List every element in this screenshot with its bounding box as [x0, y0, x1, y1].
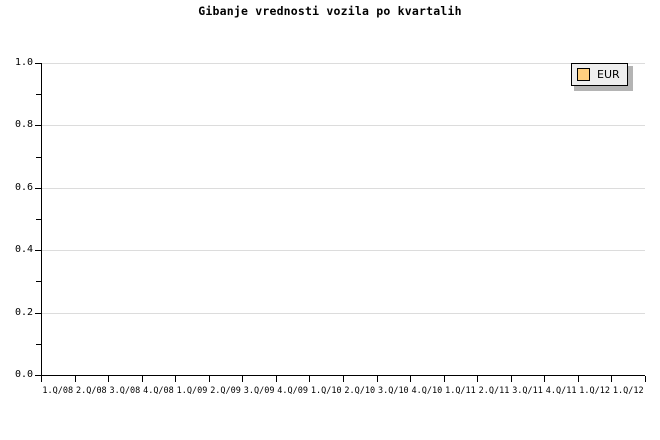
x-axis-tick-label: 4.Q/10	[411, 386, 443, 396]
x-axis-tick	[611, 376, 612, 382]
x-axis-tick-label: 3.Q/08	[109, 386, 141, 396]
x-axis-tick-label: 4.Q/08	[143, 386, 174, 396]
gridline	[41, 250, 645, 252]
gridline	[41, 63, 645, 64]
x-axis-tick	[410, 376, 411, 382]
x-axis-tick-label: 2.Q/11	[478, 386, 510, 396]
x-axis-tick-label: 2.Q/08	[75, 386, 107, 396]
y-axis-tick	[35, 187, 41, 189]
x-axis-tick-label: 1.Q/11	[445, 386, 476, 396]
y-axis-tick-label: 0.2	[14, 306, 33, 318]
y-axis-minor-tick	[36, 281, 41, 283]
x-axis-tick-label: 1.Q/09	[176, 386, 208, 396]
legend-label-eur: EUR	[597, 68, 620, 81]
y-axis-tick	[35, 63, 41, 64]
x-axis-tick-label: 3.Q/10	[377, 386, 409, 396]
x-axis-tick	[108, 376, 109, 382]
x-axis-tick	[377, 376, 378, 382]
y-axis-tick-label: 1.0	[14, 57, 33, 68]
x-axis-tick	[477, 376, 478, 382]
x-axis-tick	[309, 376, 310, 382]
x-axis-tick-label: 2.Q/10	[344, 386, 376, 396]
chart-legend[interactable]: EUR	[571, 63, 628, 86]
x-axis-tick	[175, 376, 176, 382]
x-axis-tick	[544, 376, 545, 382]
y-axis-tick	[35, 375, 41, 376]
y-axis-minor-tick	[36, 94, 41, 96]
x-axis-tick-label: 2.Q/09	[210, 386, 241, 396]
y-axis-minor-tick	[36, 219, 41, 220]
gridline	[41, 187, 645, 189]
x-axis-tick	[343, 376, 344, 382]
x-axis-tick-label: 1.Q/12	[579, 386, 611, 396]
x-axis-tick-label: 4.Q/09	[277, 386, 309, 396]
gridline	[41, 125, 645, 127]
x-axis-tick	[41, 376, 42, 382]
y-axis-minor-tick	[36, 156, 41, 158]
x-axis-tick	[444, 376, 445, 382]
x-axis-tick-label: 4.Q/11	[545, 386, 577, 396]
x-axis-tick	[511, 376, 512, 382]
x-axis-tick-label: 1.Q/10	[310, 386, 342, 396]
y-axis-tick-label: 0.0	[14, 369, 33, 380]
x-axis-tick	[209, 376, 210, 382]
legend-swatch-eur-icon	[577, 68, 590, 81]
y-axis-minor-tick	[36, 343, 41, 345]
y-axis-labels: 0.0 0.2 0.4 0.6 0.8 1.0	[0, 0, 33, 440]
y-axis-tick-label: 0.4	[14, 244, 33, 256]
y-axis-tick-label: 0.6	[14, 181, 33, 193]
x-axis-tick	[75, 376, 76, 382]
x-axis-tick-label: 3.Q/09	[243, 386, 275, 396]
x-axis-tick	[242, 376, 243, 382]
y-axis-tick-label: 0.8	[14, 119, 33, 131]
x-axis-tick	[276, 376, 277, 382]
x-axis-tick-label: 3.Q/11	[512, 386, 543, 396]
x-axis-tick-label: 1.Q/12	[612, 386, 644, 396]
x-axis-tick	[142, 376, 143, 382]
y-axis-tick	[35, 250, 41, 252]
x-axis-tick	[578, 376, 579, 382]
y-axis-tick	[35, 125, 41, 127]
x-axis-line	[41, 375, 645, 376]
y-axis-tick	[35, 312, 41, 314]
plot-area	[41, 63, 645, 375]
gridline	[41, 312, 645, 314]
x-axis-tick-label: 1.Q/08	[42, 386, 74, 396]
chart-title: Gibanje vrednosti vozila po kvartalih	[198, 4, 462, 18]
x-axis-tick	[645, 376, 646, 382]
y-axis-line	[41, 63, 42, 376]
